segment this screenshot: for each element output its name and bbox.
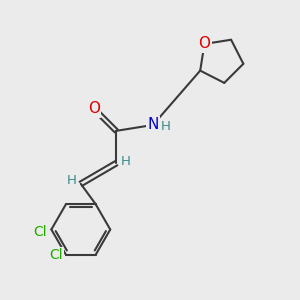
- Text: H: H: [66, 174, 76, 188]
- Text: O: O: [198, 37, 210, 52]
- Text: Cl: Cl: [33, 225, 47, 239]
- Text: Cl: Cl: [49, 248, 63, 262]
- Text: N: N: [147, 118, 159, 133]
- Text: O: O: [88, 101, 100, 116]
- Text: H: H: [121, 155, 130, 168]
- Text: H: H: [160, 120, 170, 133]
